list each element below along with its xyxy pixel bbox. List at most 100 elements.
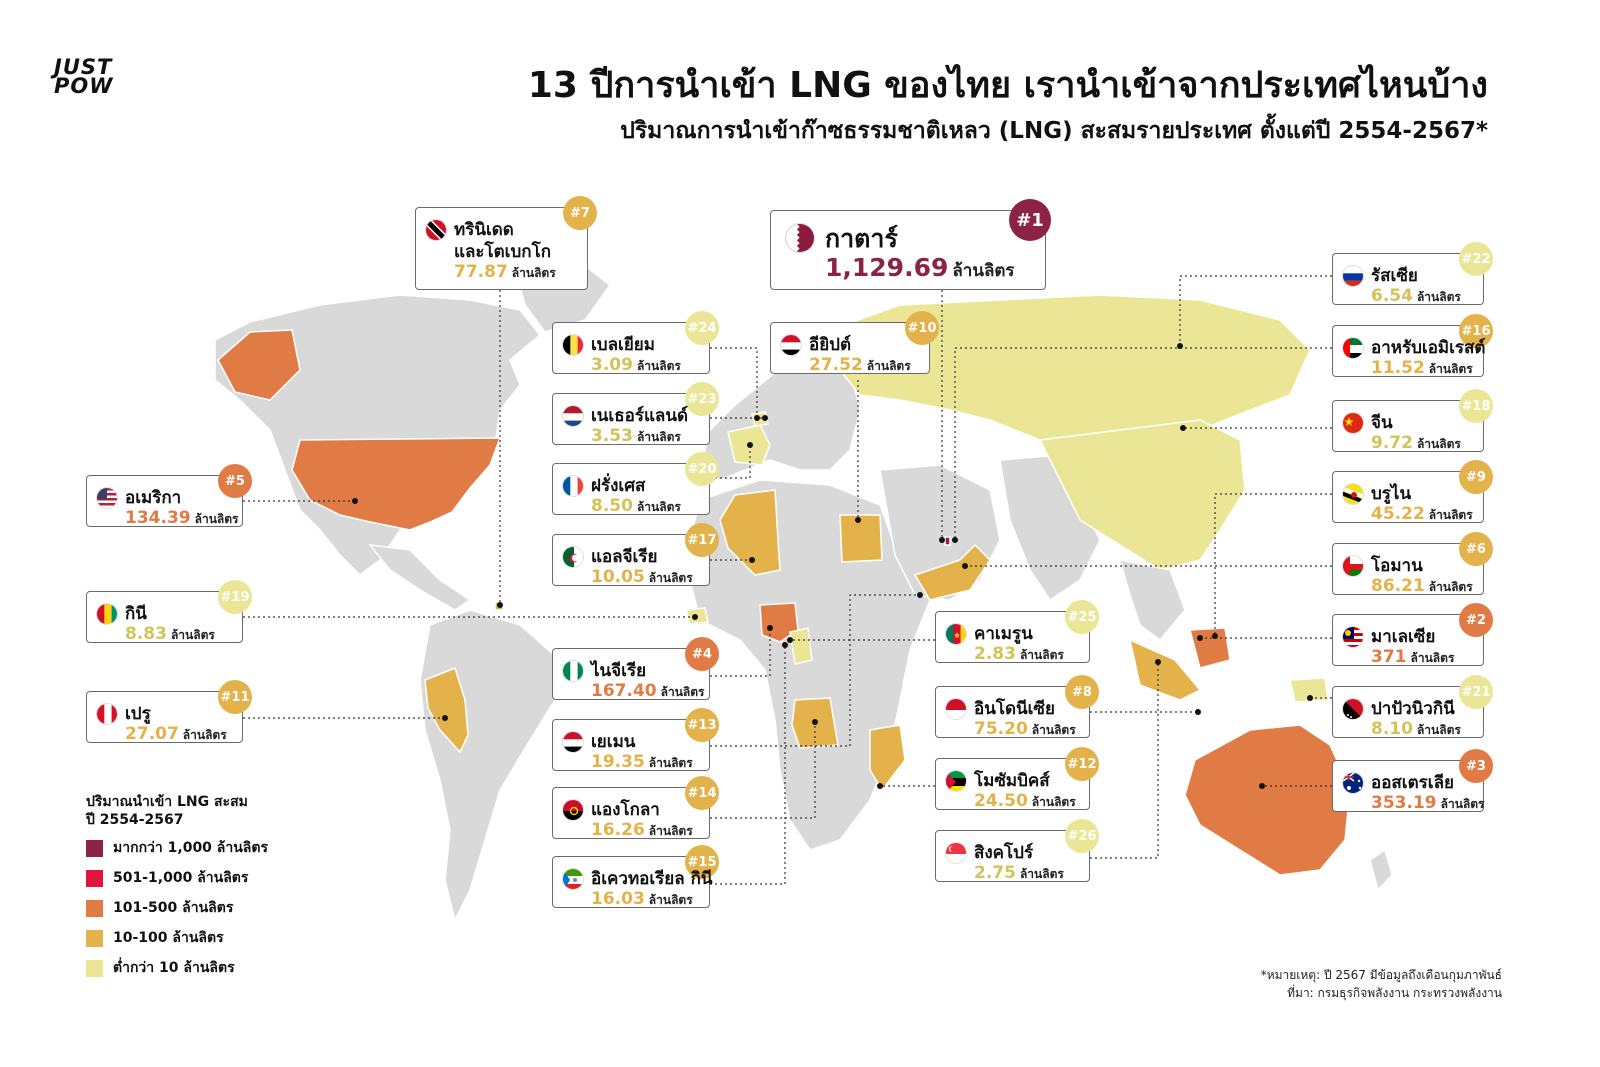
- brand-logo-line1: JUST: [54, 55, 113, 79]
- land-southeast-asia: [1118, 559, 1186, 642]
- oman-flag-icon: [1342, 555, 1364, 577]
- leader-yemen: [710, 594, 920, 747]
- legend-label: มากกว่า 1,000 ล้านลิตร: [113, 840, 268, 856]
- land-alaska: [217, 329, 301, 401]
- value-number: 45.22: [1371, 504, 1425, 524]
- rank-badge: #9: [1459, 460, 1493, 494]
- country-name: เปรู: [125, 704, 151, 724]
- legend-swatch: [86, 869, 103, 887]
- land-new-zealand: [1369, 848, 1393, 892]
- legend-label: 10-100 ล้านลิตร: [113, 930, 224, 946]
- mozambique-flag-icon: [945, 770, 967, 792]
- leader-brunei: [1214, 493, 1332, 636]
- country-name: อิเควทอเรียล กินี: [591, 869, 713, 889]
- country-name: ทรินิเดด: [454, 220, 514, 240]
- trinidad-flag-icon: [425, 219, 447, 241]
- country-card-russia: #22 รัสเซีย 6.54 ล้านลิตร: [1332, 242, 1493, 306]
- value-number: 27.07: [125, 724, 179, 744]
- land-algeria: [719, 489, 781, 576]
- country-name: เยเมน: [591, 732, 636, 752]
- nigeria-flag-icon: [562, 660, 584, 682]
- land-peru: [424, 667, 469, 754]
- value-number: 6.54: [1371, 286, 1413, 306]
- footnote: *หมายเหตุ: ปี 2567 มีข้อมูลถึงเดือนกุมภา…: [1261, 966, 1502, 1002]
- country-name: คาเมรูน: [974, 624, 1033, 644]
- value-unit: ล้านลิตร: [1428, 362, 1473, 376]
- leader-dot: [917, 592, 923, 598]
- rank-badge: #25: [1065, 600, 1099, 634]
- legend-swatch: [86, 899, 103, 917]
- country-value: 19.35 ล้านลิตร: [591, 752, 693, 773]
- country-name: กินี: [125, 604, 147, 624]
- value-number: 9.72: [1371, 433, 1413, 453]
- country-value: 2.83 ล้านลิตร: [974, 644, 1064, 665]
- rank-badge: #20: [685, 452, 719, 486]
- angola-flag-icon: [562, 799, 584, 821]
- rank-badge: #26: [1065, 819, 1099, 853]
- leader-france: [710, 445, 751, 479]
- country-name: เนเธอร์แลนด์: [591, 406, 688, 426]
- country-card-trinidad: #7 ทรินิเดด และโตเบกโก 77.87 ล้านลิตร: [415, 196, 597, 290]
- legend-swatch: [86, 839, 103, 857]
- rank-badge: #15: [685, 845, 719, 879]
- land-australia: [1184, 724, 1351, 876]
- rank-badge: #6: [1459, 532, 1493, 566]
- value-number: 16.26: [591, 820, 645, 840]
- leader-uae: [954, 347, 1332, 540]
- eqguinea-flag-icon: [562, 868, 584, 890]
- leader-russia: [1179, 275, 1332, 346]
- country-value: 2.75 ล้านลิตร: [974, 863, 1064, 884]
- value-number: 11.52: [1371, 358, 1425, 378]
- australia-flag-icon: [1342, 772, 1364, 794]
- country-card-indonesia: #8 อินโดนีเซีย 75.20 ล้านลิตร: [935, 675, 1099, 739]
- page-subtitle: ปริมาณการนำเข้าก๊าซธรรมชาติเหลว (LNG) สะ…: [620, 118, 1488, 144]
- country-name: อาหรับเอมิเรสต์: [1371, 338, 1486, 358]
- legend-item: ต่ำกว่า 10 ล้านลิตร: [86, 957, 306, 979]
- legend-label: 501-1,000 ล้านลิตร: [113, 870, 249, 886]
- egypt-flag-icon: [780, 334, 802, 356]
- legend-swatch: [86, 959, 103, 977]
- leader-dot: [1212, 633, 1218, 639]
- country-name: ออสเตรเลีย: [1371, 773, 1454, 793]
- leader-dot: [497, 602, 503, 608]
- value-number: 167.40: [591, 681, 657, 701]
- country-card-netherlands: #23 เนเธอร์แลนด์ 3.53 ล้านลิตร: [552, 382, 719, 446]
- value-unit: ล้านลิตร: [1019, 867, 1064, 881]
- country-name: โอมาน: [1371, 556, 1423, 576]
- rank-badge: #13: [685, 708, 719, 742]
- country-value: 27.07 ล้านลิตร: [125, 724, 227, 745]
- legend-label: 101-500 ล้านลิตร: [113, 900, 234, 916]
- value-unit: ล้านลิตร: [511, 266, 556, 280]
- country-value: 11.52 ล้านลิตร: [1371, 358, 1473, 379]
- land-indonesia: [1128, 638, 1202, 701]
- country-value: 8.83 ล้านลิตร: [125, 624, 215, 645]
- country-card-qatar: #1 กาตาร์ 1,129.69 ล้านลิตร: [770, 199, 1051, 290]
- country-card-nigeria: #4 ไนจีเรีย 167.40 ล้านลิตร: [552, 637, 719, 701]
- rank-badge: #4: [685, 637, 719, 671]
- rank-badge: #11: [218, 680, 252, 714]
- value-number: 27.52: [809, 355, 863, 375]
- leader-eqguinea: [710, 645, 786, 885]
- yemen-flag-icon: [562, 731, 584, 753]
- country-name: ปาปัวนิวกินี: [1371, 699, 1455, 719]
- country-name: จีน: [1371, 413, 1393, 433]
- belgium-flag-icon: [562, 334, 584, 356]
- leader-dots: [352, 343, 1313, 789]
- leader-dot: [1180, 425, 1186, 431]
- uae-flag-icon: [1342, 337, 1364, 359]
- footnote-source: ที่มา: กรมธุรกิจพลังงาน กระทรวงพลังงาน: [1287, 986, 1502, 1000]
- leader-nigeria: [710, 628, 771, 677]
- value-unit: ล้านลิตร: [170, 628, 215, 642]
- leader-dot: [767, 625, 773, 631]
- brand-logo: JUST POW: [54, 55, 113, 97]
- indonesia-flag-icon: [945, 698, 967, 720]
- country-card-singapore: #26 สิงคโปร์ 2.75 ล้านลิตร: [935, 819, 1099, 884]
- value-number: 3.09: [591, 355, 633, 375]
- leader-dot: [812, 719, 818, 725]
- leader-dot: [442, 715, 448, 721]
- leader-dot: [877, 783, 883, 789]
- country-name: แอลจีเรีย: [591, 547, 658, 567]
- netherlands-flag-icon: [562, 405, 584, 427]
- country-card-peru: #11 เปรู 27.07 ล้านลิตร: [86, 680, 252, 745]
